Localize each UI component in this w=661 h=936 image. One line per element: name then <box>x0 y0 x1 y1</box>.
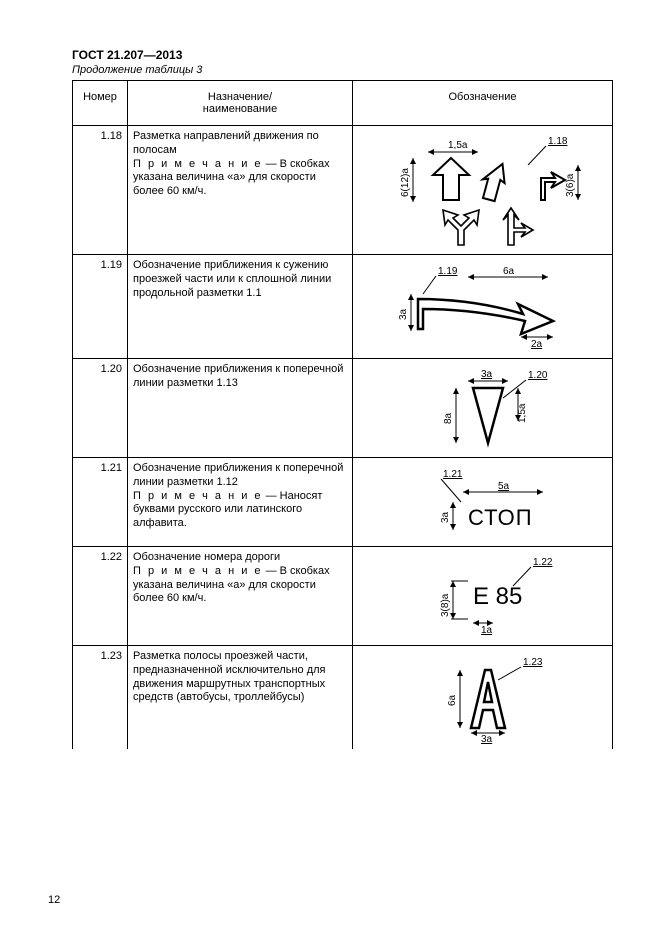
row-number: 1.22 <box>73 547 128 646</box>
row-number: 1.23 <box>73 646 128 750</box>
dim-label: 3a <box>398 308 409 320</box>
stop-text: СТОП <box>468 505 533 530</box>
arrow-split-icon <box>443 210 479 245</box>
dim-label: 2a <box>531 339 543 350</box>
page-number: 12 <box>48 894 60 906</box>
dim-label: 3a <box>440 511 451 523</box>
diagram-1-18: 1.18 1,5a 6(12)a <box>373 130 593 250</box>
diagram-1-21: 1.21 5a СТОП 3a <box>373 462 593 542</box>
table-row: 1.19 Обозначение приближения к сужению п… <box>73 255 613 359</box>
arrow-up-and-right-icon <box>503 208 533 245</box>
row-symbol: 1.19 6a 3a <box>353 255 613 359</box>
dim-label: 1a <box>481 625 493 636</box>
diagram-ref: 1.18 <box>548 136 568 147</box>
diagram-1-23: 1.23 6a 3a <box>373 650 593 745</box>
dim-label: 3(8)a <box>440 593 451 617</box>
desc-note-label: П р и м е ч а н и е <box>133 490 263 502</box>
desc-main: Разметка полосы проезжей части, предназн… <box>133 650 326 703</box>
table-continuation: Продолжение таблицы 3 <box>72 64 613 76</box>
row-symbol: 1.20 3a 8a <box>353 359 613 458</box>
dim-label: 6(12)a <box>400 168 411 197</box>
table-row: 1.23 Разметка полосы проезжей части, пре… <box>73 646 613 750</box>
header-number: Номер <box>73 81 128 126</box>
road-number-text: Е 85 <box>473 583 522 610</box>
row-description: Разметка направлений движения по полосам… <box>128 126 353 255</box>
desc-note-label: П р и м е ч а н и е <box>133 158 263 170</box>
row-number: 1.19 <box>73 255 128 359</box>
document-page: ГОСТ 21.207—2013 Продолжение таблицы 3 Н… <box>0 0 661 936</box>
header-name-l1: Назначение/ <box>208 91 272 103</box>
header-name: Назначение/ наименование <box>128 81 353 126</box>
curved-arrow-icon <box>418 299 553 334</box>
diagram-1-20: 1.20 3a 8a <box>373 363 593 453</box>
table-row: 1.20 Обозначение приближения к поперечно… <box>73 359 613 458</box>
dim-label: 6a <box>503 266 515 277</box>
diagram-1-19: 1.19 6a 3a <box>373 259 593 354</box>
diagram-ref: 1.20 <box>528 370 548 381</box>
dim-label: 5a <box>498 481 510 492</box>
desc-main: Обозначение приближения к поперечной лин… <box>133 363 343 389</box>
header-symbol: Обозначение <box>353 81 613 126</box>
desc-main: Обозначение приближения к сужению проезж… <box>133 259 331 299</box>
diagram-ref: 1.23 <box>523 657 543 668</box>
diagram-1-22: 1.22 Е 85 3(8)a 1a <box>373 551 593 641</box>
row-symbol: 1.21 5a СТОП 3a <box>353 458 613 547</box>
desc-main: Обозначение номера дороги <box>133 551 280 563</box>
diagram-ref: 1.21 <box>443 469 463 480</box>
desc-note-label: П р и м е ч а н и е <box>133 565 263 577</box>
diagram-ref: 1.19 <box>438 266 458 277</box>
table-row: 1.22 Обозначение номера дороги П р и м е… <box>73 547 613 646</box>
row-number: 1.21 <box>73 458 128 547</box>
dim-label: 3a <box>481 369 493 380</box>
standard-code: ГОСТ 21.207—2013 <box>72 48 613 62</box>
row-description: Обозначение приближения к поперечной лин… <box>128 359 353 458</box>
triangle-icon <box>473 388 503 443</box>
arrow-right-turn-icon <box>541 172 565 200</box>
dim-label: 8a <box>443 412 454 424</box>
table-row: 1.18 Разметка направлений движения по по… <box>73 126 613 255</box>
dim-label: 1,5a <box>517 403 528 423</box>
row-number: 1.18 <box>73 126 128 255</box>
row-description: Обозначение приближения к поперечной лин… <box>128 458 353 547</box>
dim-label: 3(6)a <box>565 173 576 197</box>
row-description: Обозначение приближения к сужению проезж… <box>128 255 353 359</box>
desc-main: Обозначение приближения к поперечной лин… <box>133 462 343 488</box>
dim-label: 1,5a <box>448 140 468 151</box>
arrow-up-icon <box>433 158 469 200</box>
desc-main: Разметка направлений движения по полосам <box>133 130 319 156</box>
row-description: Разметка полосы проезжей части, предназн… <box>128 646 353 750</box>
table-row: 1.21 Обозначение приближения к поперечно… <box>73 458 613 547</box>
row-symbol: 1.18 1,5a 6(12)a <box>353 126 613 255</box>
row-description: Обозначение номера дороги П р и м е ч а … <box>128 547 353 646</box>
dim-label: 6a <box>447 694 458 706</box>
header-name-l2: наименование <box>203 103 277 115</box>
arrow-up-right-icon <box>478 160 509 202</box>
diagram-ref: 1.22 <box>533 557 553 568</box>
table-header-row: Номер Назначение/ наименование Обозначен… <box>73 81 613 126</box>
row-symbol: 1.22 Е 85 3(8)a 1a <box>353 547 613 646</box>
markings-table: Номер Назначение/ наименование Обозначен… <box>72 80 613 749</box>
row-number: 1.20 <box>73 359 128 458</box>
row-symbol: 1.23 6a 3a <box>353 646 613 750</box>
dim-label: 3a <box>481 734 493 745</box>
